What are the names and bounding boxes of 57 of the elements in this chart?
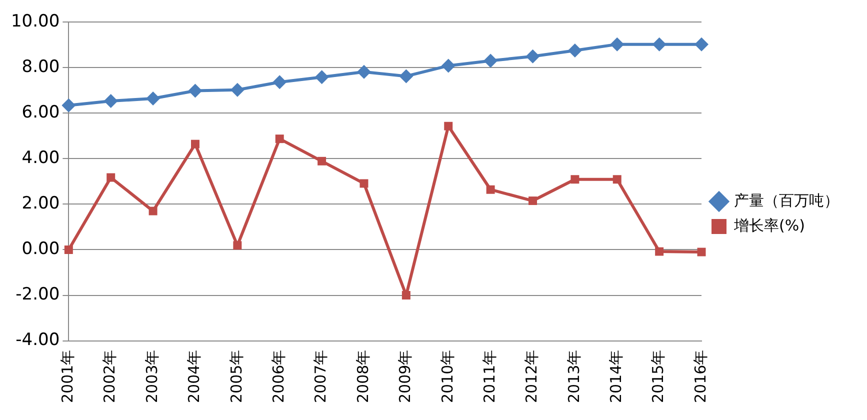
y-tick-label: -4.00 xyxy=(16,330,60,350)
legend-label: 产量（百万吨） xyxy=(734,191,839,210)
point xyxy=(612,175,622,184)
y-tick-label: 8.00 xyxy=(22,56,60,77)
point xyxy=(188,84,202,98)
y-tick-label: 6.00 xyxy=(22,102,60,123)
point xyxy=(526,49,540,64)
point xyxy=(655,247,664,256)
x-tick-label: 2010年 xyxy=(438,350,456,404)
point xyxy=(441,58,456,73)
point xyxy=(106,173,116,182)
point xyxy=(356,64,371,79)
point xyxy=(272,75,287,90)
x-tick-label: 2002年 xyxy=(100,350,119,404)
point xyxy=(62,98,76,112)
x-tick-label: 2001年 xyxy=(58,350,77,404)
point xyxy=(146,92,160,106)
point xyxy=(190,140,200,148)
point xyxy=(570,175,580,184)
point xyxy=(528,196,537,206)
point xyxy=(275,134,284,144)
point xyxy=(402,291,410,300)
x-tick-label: 2013年 xyxy=(564,350,583,404)
point xyxy=(610,37,624,52)
point xyxy=(318,156,326,166)
y-tick-label: 2.00 xyxy=(22,194,60,214)
y-tick-label: 4.00 xyxy=(22,148,60,168)
point xyxy=(233,241,242,250)
x-tick-label: 2006年 xyxy=(270,350,288,404)
point xyxy=(360,179,368,188)
point xyxy=(484,54,498,68)
x-tick-label: 2012年 xyxy=(522,350,541,404)
legend-label: 增长率(%) xyxy=(733,216,805,234)
point xyxy=(399,69,414,84)
point xyxy=(230,82,244,97)
point xyxy=(652,37,666,52)
point xyxy=(694,37,708,52)
point xyxy=(486,185,495,194)
point xyxy=(314,70,329,84)
point xyxy=(444,122,453,130)
x-tick-label: 2014年 xyxy=(607,350,626,404)
x-tick-label: 2007年 xyxy=(312,350,330,404)
y-tick-label: -2.00 xyxy=(16,284,60,305)
y-tick-label: 10.00 xyxy=(10,11,60,32)
x-tick-label: 2003年 xyxy=(142,350,161,404)
x-tick-label: 2009年 xyxy=(396,350,414,404)
x-tick-label: 2016年 xyxy=(691,350,710,404)
y-tick-label: 0.00 xyxy=(22,239,60,260)
x-tick-label: 2008年 xyxy=(354,350,372,404)
point xyxy=(697,248,706,256)
x-tick-label: 2011年 xyxy=(480,350,498,404)
x-tick-label: 2005年 xyxy=(227,350,246,404)
x-tick-label: 2004年 xyxy=(185,350,204,404)
point xyxy=(148,206,158,216)
point xyxy=(568,43,582,58)
x-tick-label: 2015年 xyxy=(649,350,668,404)
point xyxy=(104,94,118,108)
